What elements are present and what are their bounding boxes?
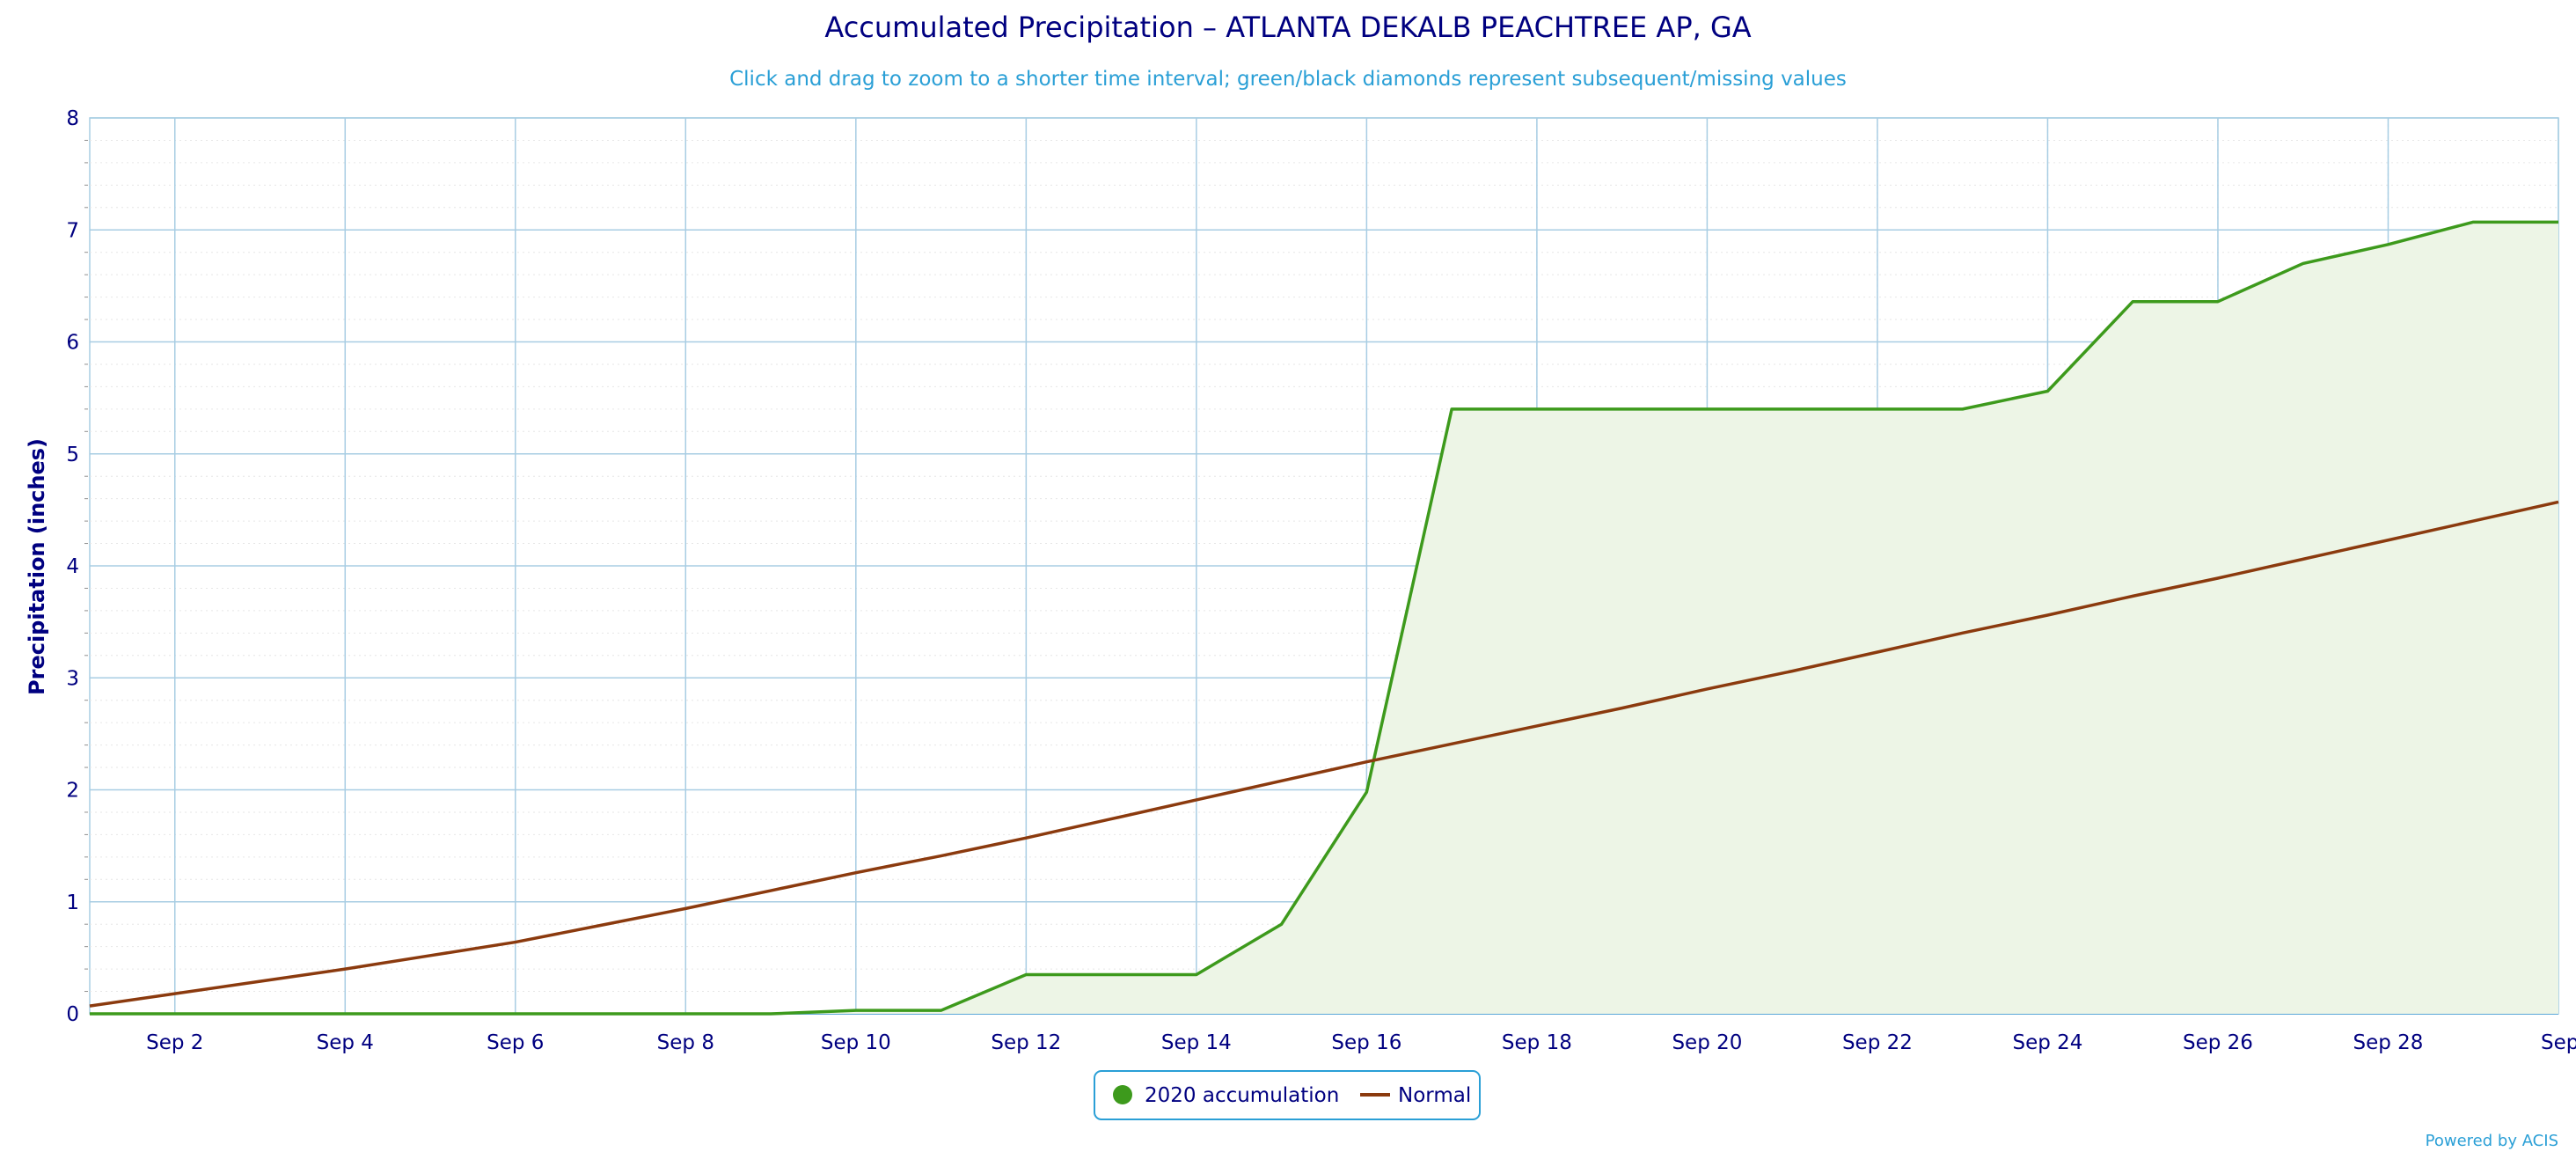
y-axis-label: Precipitation (inches) [25,438,49,695]
legend-box [1094,1070,1481,1120]
series-layer [89,220,2559,1016]
legend-item-accumulation[interactable]: 2020 accumulation [1113,1084,1339,1107]
y-tick-label: 2 [66,780,79,803]
x-tick-label: Sep 12 [991,1031,1061,1054]
x-tick-label: Sep 20 [1672,1031,1742,1054]
y-tick-label: 1 [66,891,79,914]
x-tick-label: Sep 16 [1331,1031,1401,1054]
x-tick-label: Sep 2 [146,1031,203,1054]
x-tick-label: Sep 8 [657,1031,714,1054]
y-tick-label: 5 [66,444,79,466]
x-tick-label: Sep 6 [487,1031,544,1054]
x-tick-label: Sep 24 [2012,1031,2082,1054]
legend-accumulation-label: 2020 accumulation [1145,1084,1339,1107]
legend: 2020 accumulation Normal [1094,1070,1481,1120]
x-tick-label: Sep 4 [317,1031,374,1054]
legend-normal-label: Normal [1398,1084,1471,1107]
y-tick-label: 4 [66,555,79,578]
tick-labels: 0 1 2 3 4 5 6 7 8 Sep 2 Sep 4 Sep 6 Sep 8 Sep 10 Sep 1… [66,107,2576,1054]
y-tick-label: 6 [66,332,79,355]
credit-link[interactable]: Powered by ACIS [2426,1132,2558,1150]
x-tick-label: Sep 18 [1502,1031,1572,1054]
y-tick-label: 0 [66,1003,79,1026]
chart-subtitle: Click and drag to zoom to a shorter time… [729,68,1847,91]
series-line-0 [90,220,2558,1016]
x-tick-label: Sep 28 [2353,1031,2424,1054]
y-tick-label: 8 [66,107,79,130]
chart-title: Accumulated Precipitation – ATLANTA DEKA… [824,11,1751,44]
series-line-1 [89,500,2559,1008]
x-tick-label: Sep 3 [2541,1031,2576,1054]
x-tick-label: Sep 10 [821,1031,891,1054]
x-tick-label: Sep 14 [1161,1031,1232,1054]
legend-accumulation-circle-icon [1113,1085,1132,1104]
legend-item-normal[interactable]: Normal [1360,1084,1471,1107]
y-tick-label: 7 [66,219,79,242]
x-tick-label: Sep 22 [1842,1031,1913,1054]
x-tick-label: Sep 26 [2183,1031,2253,1054]
y-tick-label: 3 [66,667,79,690]
series-area-fill-0 [90,222,2558,1014]
